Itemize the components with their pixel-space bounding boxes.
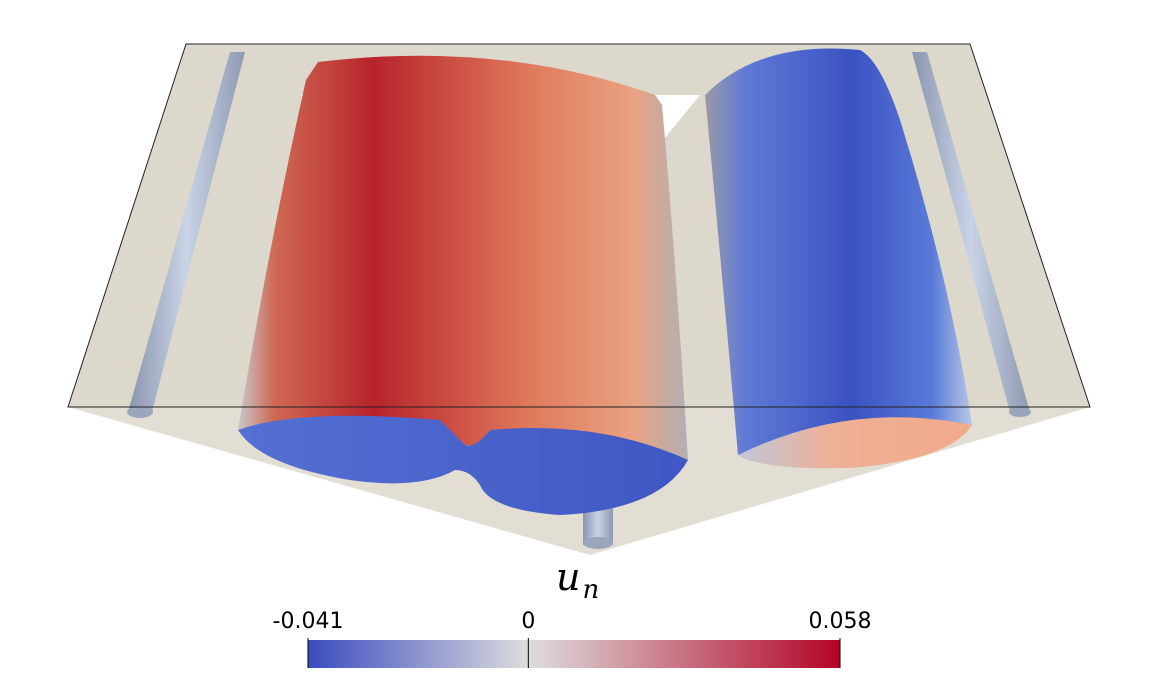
- red-cylinder-base: [238, 415, 688, 515]
- colorbar-ticks: -0.041 0 0.058: [273, 609, 872, 668]
- scene: [67, 43, 1091, 555]
- blue-cylinder: [705, 48, 972, 455]
- tick-label: 0: [521, 609, 535, 634]
- colorbar-bar: [308, 640, 840, 668]
- rod-end: [1009, 407, 1031, 417]
- rod: [128, 52, 245, 412]
- rod-end: [583, 537, 613, 549]
- colorbar-title-subscript: n: [582, 575, 599, 605]
- blue-cylinder-base: [738, 417, 972, 469]
- colorbar-title-main: u: [556, 555, 580, 599]
- rod: [912, 52, 1030, 412]
- tick-label: 0.058: [809, 609, 872, 634]
- colorbar-title: un: [556, 555, 599, 605]
- rod-end: [127, 406, 153, 418]
- red-cylinder: [238, 55, 688, 460]
- colorbar: un -0.041 0 0.058: [273, 555, 872, 668]
- tick-label: -0.041: [273, 609, 344, 634]
